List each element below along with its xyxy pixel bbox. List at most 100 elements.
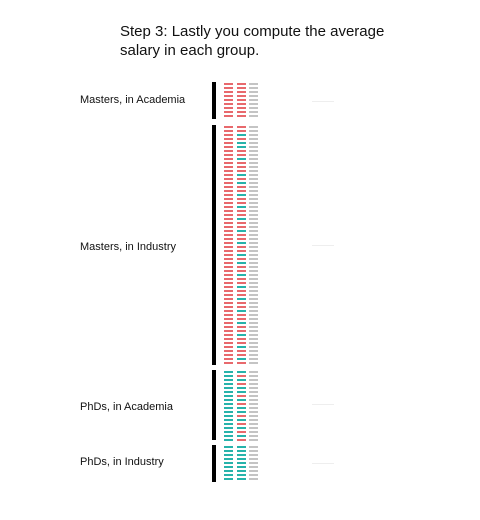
degree-cell bbox=[224, 230, 233, 232]
salary-cell bbox=[249, 294, 258, 296]
degree-cell bbox=[224, 83, 233, 85]
salary-cell bbox=[249, 130, 258, 132]
degree-cell bbox=[224, 462, 233, 464]
salary-cell bbox=[249, 358, 258, 360]
gender-cell bbox=[237, 222, 246, 224]
salary-cell bbox=[249, 407, 258, 409]
gender-cell bbox=[237, 186, 246, 188]
salary-cell bbox=[249, 146, 258, 148]
gender-cell bbox=[237, 342, 246, 344]
degree-cell bbox=[224, 427, 233, 429]
group-label: Masters, in Academia bbox=[80, 94, 186, 106]
degree-cell bbox=[224, 246, 233, 248]
step-title: Step 3: Lastly you compute the average s… bbox=[120, 23, 385, 59]
degree-cell bbox=[224, 411, 233, 413]
gender-cell bbox=[237, 250, 246, 252]
gender-cell bbox=[237, 466, 246, 468]
degree-cell bbox=[224, 210, 233, 212]
salary-cell bbox=[249, 470, 258, 472]
salary-cell bbox=[249, 198, 258, 200]
salary-cell bbox=[249, 214, 258, 216]
degree-cell bbox=[224, 391, 233, 393]
gender-cell bbox=[237, 423, 246, 425]
salary-cell bbox=[249, 302, 258, 304]
degree-cell bbox=[224, 466, 233, 468]
salary-cell bbox=[249, 182, 258, 184]
gender-cell bbox=[237, 391, 246, 393]
salary-cell bbox=[249, 290, 258, 292]
degree-cell bbox=[224, 278, 233, 280]
degree-cell bbox=[224, 182, 233, 184]
gender-cell bbox=[237, 450, 246, 452]
degree-cell bbox=[224, 107, 233, 109]
degree-cell bbox=[224, 254, 233, 256]
degree-cell bbox=[224, 423, 233, 425]
salary-cell bbox=[249, 310, 258, 312]
salary-cell bbox=[249, 170, 258, 172]
degree-cell bbox=[224, 407, 233, 409]
salary-cell bbox=[249, 278, 258, 280]
salary-cell bbox=[249, 282, 258, 284]
degree-cell bbox=[224, 146, 233, 148]
salary-cell bbox=[249, 274, 258, 276]
salary-cell bbox=[249, 379, 258, 381]
salary-cell bbox=[249, 350, 258, 352]
salary-cell bbox=[249, 266, 258, 268]
salary-cell bbox=[249, 234, 258, 236]
gender-cell bbox=[237, 306, 246, 308]
gender-cell bbox=[237, 371, 246, 373]
gender-cell bbox=[237, 194, 246, 196]
degree-cell bbox=[224, 350, 233, 352]
gender-cell bbox=[237, 462, 246, 464]
gender-cell bbox=[237, 87, 246, 89]
group-label: PhDs, in Academia bbox=[80, 401, 173, 413]
gender-cell bbox=[237, 298, 246, 300]
salary-cell bbox=[249, 87, 258, 89]
gender-cell bbox=[237, 411, 246, 413]
salary-cell bbox=[249, 186, 258, 188]
degree-cell bbox=[224, 375, 233, 377]
salary-cell bbox=[249, 423, 258, 425]
degree-cell bbox=[224, 87, 233, 89]
gender-cell bbox=[237, 158, 246, 160]
degree-cell bbox=[224, 371, 233, 373]
degree-cell bbox=[224, 206, 233, 208]
salary-cell bbox=[249, 158, 258, 160]
salary-cell bbox=[249, 242, 258, 244]
gender-cell bbox=[237, 206, 246, 208]
degree-cell bbox=[224, 342, 233, 344]
gender-cell bbox=[237, 202, 246, 204]
salary-cell bbox=[249, 419, 258, 421]
salary-cell bbox=[249, 306, 258, 308]
gender-cell bbox=[237, 178, 246, 180]
group-average-marker bbox=[312, 101, 334, 102]
degree-cell bbox=[224, 403, 233, 405]
gender-cell bbox=[237, 403, 246, 405]
salary-cell bbox=[249, 262, 258, 264]
salary-cell bbox=[249, 222, 258, 224]
gender-cell bbox=[237, 399, 246, 401]
salary-cell bbox=[249, 286, 258, 288]
gender-cell bbox=[237, 218, 246, 220]
gender-cell bbox=[237, 302, 246, 304]
salary-cell bbox=[249, 446, 258, 448]
gender-cell bbox=[237, 375, 246, 377]
group-bracket bbox=[212, 445, 216, 482]
gender-cell bbox=[237, 162, 246, 164]
degree-cell bbox=[224, 274, 233, 276]
gender-cell bbox=[237, 226, 246, 228]
gender-cell bbox=[237, 214, 246, 216]
gender-cell bbox=[237, 146, 246, 148]
gender-cell bbox=[237, 282, 246, 284]
gender-cell bbox=[237, 246, 246, 248]
degree-cell bbox=[224, 270, 233, 272]
gender-cell bbox=[237, 134, 246, 136]
degree-cell bbox=[224, 470, 233, 472]
gender-cell bbox=[237, 198, 246, 200]
salary-cell bbox=[249, 330, 258, 332]
salary-cell bbox=[249, 314, 258, 316]
gender-cell bbox=[237, 242, 246, 244]
group-average-marker bbox=[312, 245, 334, 246]
gender-cell bbox=[237, 431, 246, 433]
gender-cell bbox=[237, 383, 246, 385]
